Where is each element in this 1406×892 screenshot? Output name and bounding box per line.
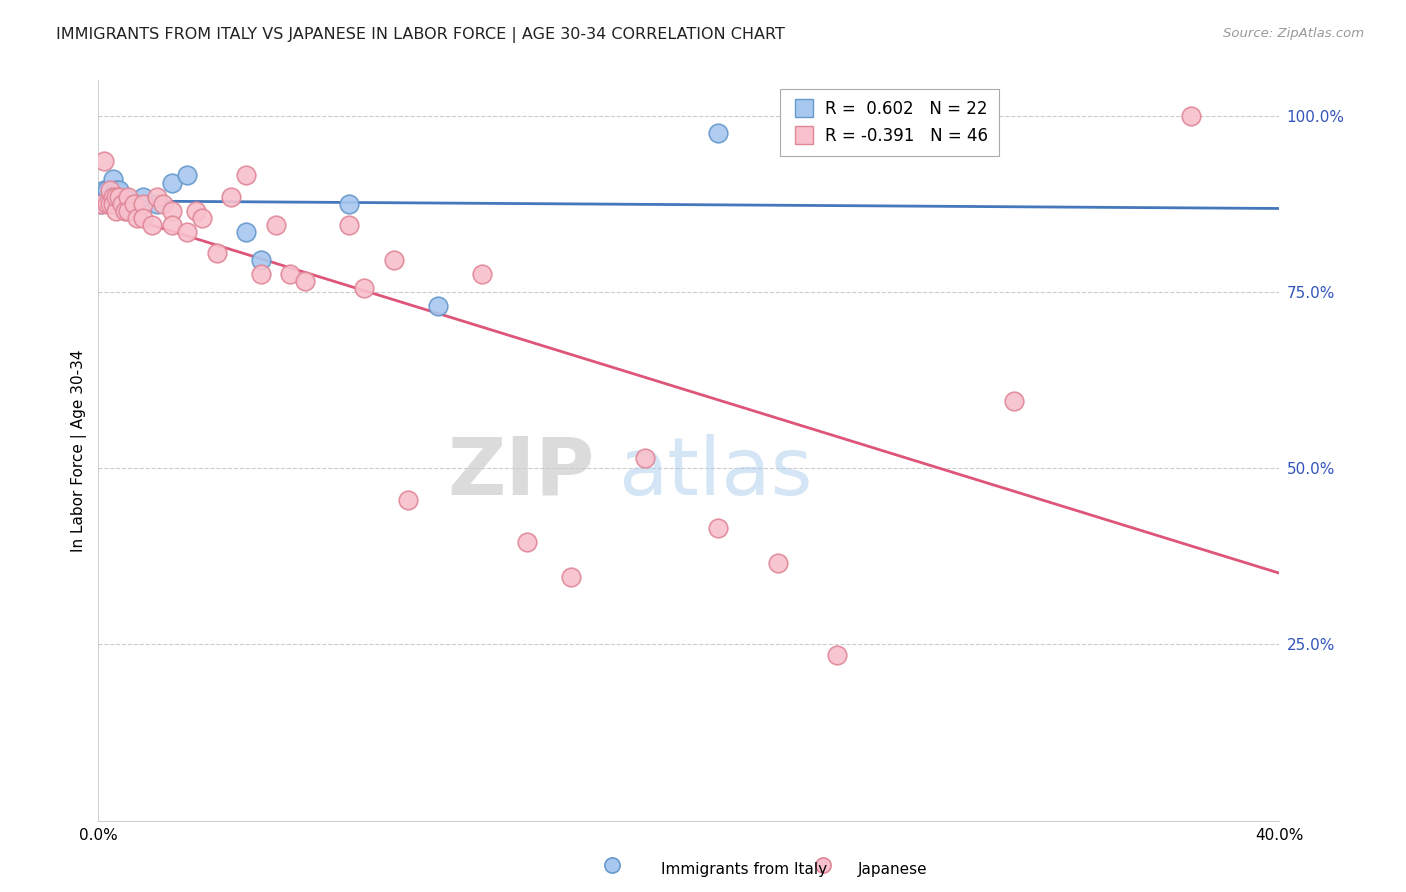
Point xyxy=(294,274,316,288)
Point xyxy=(98,189,121,203)
Point xyxy=(152,196,174,211)
Point xyxy=(339,218,360,232)
Point xyxy=(707,126,730,140)
Point xyxy=(264,218,287,232)
Point xyxy=(111,196,134,211)
Point xyxy=(125,211,148,225)
Point xyxy=(162,218,183,232)
Point xyxy=(250,253,273,268)
Point xyxy=(105,189,128,203)
Text: atlas: atlas xyxy=(619,434,813,512)
Point xyxy=(162,176,183,190)
Point xyxy=(117,193,139,207)
Point xyxy=(111,196,134,211)
Point xyxy=(108,189,131,203)
Point xyxy=(191,211,214,225)
Point xyxy=(103,172,125,186)
Point xyxy=(600,858,623,872)
Point xyxy=(98,196,121,211)
Text: Immigrants from Italy: Immigrants from Italy xyxy=(661,863,827,877)
Point xyxy=(103,196,125,211)
Point xyxy=(707,521,730,535)
Point xyxy=(162,203,183,218)
Point xyxy=(114,203,136,218)
Point xyxy=(146,189,169,203)
Point xyxy=(103,189,125,203)
Point xyxy=(103,189,125,203)
Text: Source: ZipAtlas.com: Source: ZipAtlas.com xyxy=(1223,27,1364,40)
Point xyxy=(396,492,419,507)
Point xyxy=(93,183,115,197)
Point xyxy=(1180,109,1202,123)
Point xyxy=(93,154,115,169)
Y-axis label: In Labor Force | Age 30-34: In Labor Force | Age 30-34 xyxy=(72,349,87,552)
Point xyxy=(811,858,834,872)
Point xyxy=(339,196,360,211)
Point xyxy=(96,196,118,211)
Point xyxy=(219,189,242,203)
Point xyxy=(105,183,128,197)
Text: IMMIGRANTS FROM ITALY VS JAPANESE IN LABOR FORCE | AGE 30-34 CORRELATION CHART: IMMIGRANTS FROM ITALY VS JAPANESE IN LAB… xyxy=(56,27,785,43)
Point xyxy=(98,183,121,197)
Point xyxy=(176,225,198,239)
Point xyxy=(825,648,848,662)
Point xyxy=(105,189,128,203)
Point xyxy=(205,246,228,260)
Text: Japanese: Japanese xyxy=(858,863,928,877)
Point xyxy=(766,556,789,570)
Point xyxy=(353,281,375,295)
Point xyxy=(176,169,198,183)
Point xyxy=(184,203,207,218)
Legend: R =  0.602   N = 22, R = -0.391   N = 46: R = 0.602 N = 22, R = -0.391 N = 46 xyxy=(780,88,1000,156)
Point xyxy=(1002,394,1025,409)
Point xyxy=(141,218,163,232)
Point xyxy=(427,299,450,313)
Point xyxy=(382,253,405,268)
Point xyxy=(633,450,655,465)
Point xyxy=(105,203,128,218)
Point xyxy=(235,169,257,183)
Point xyxy=(132,189,155,203)
Point xyxy=(471,267,494,281)
Text: ZIP: ZIP xyxy=(447,434,595,512)
Point xyxy=(117,200,139,214)
Point xyxy=(117,203,139,218)
Point xyxy=(90,196,112,211)
Point xyxy=(235,225,257,239)
Point xyxy=(250,267,273,281)
Point xyxy=(96,183,118,197)
Point xyxy=(146,196,169,211)
Point xyxy=(132,196,155,211)
Point xyxy=(122,196,145,211)
Point xyxy=(278,267,302,281)
Point xyxy=(96,189,118,203)
Point xyxy=(90,196,112,211)
Point xyxy=(117,189,139,203)
Point xyxy=(560,570,582,584)
Point xyxy=(515,535,537,549)
Point xyxy=(108,183,131,197)
Point xyxy=(132,211,155,225)
